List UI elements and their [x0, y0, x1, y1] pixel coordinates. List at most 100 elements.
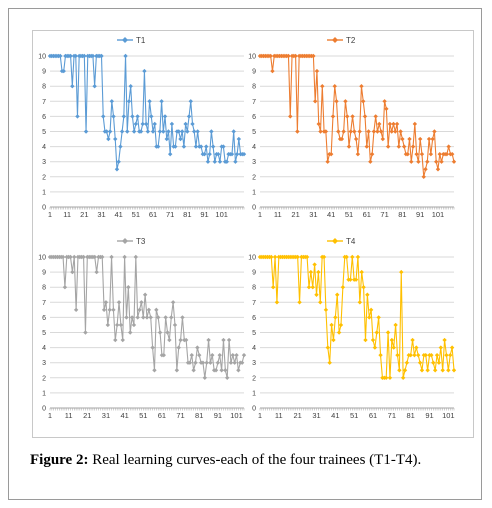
data-point-t4 [400, 375, 406, 380]
data-point-t2 [412, 121, 418, 127]
data-point-t1 [83, 129, 89, 134]
x-tick-label-t4: 71 [388, 411, 396, 420]
data-point-t3 [155, 315, 161, 320]
data-point-t1 [99, 53, 104, 59]
data-point-t4 [442, 337, 447, 343]
x-tick-label-t3: 11 [65, 411, 73, 420]
data-point-t4 [414, 345, 419, 350]
data-point-t2 [430, 136, 435, 142]
y-tick-label-t4: 9 [252, 270, 256, 277]
data-point-t3 [103, 300, 109, 305]
data-point-t3 [148, 315, 153, 320]
y-tick-label-t2: 4 [252, 144, 256, 151]
data-point-t4 [402, 368, 408, 373]
y-tick-label-t2: 7 [252, 99, 256, 106]
data-point-t2 [405, 151, 410, 157]
data-point-t2 [417, 136, 423, 142]
data-point-t3 [217, 352, 222, 358]
data-point-t3 [215, 360, 221, 365]
data-point-t4 [367, 315, 372, 320]
y-tick-label-t1: 6 [42, 114, 46, 121]
data-point-t4 [331, 337, 336, 343]
data-point-t2 [268, 53, 273, 59]
data-point-t2 [425, 159, 430, 164]
data-point-t4 [408, 352, 413, 358]
data-point-t3 [60, 254, 66, 260]
data-point-t1 [166, 129, 171, 134]
legend-marker-t2 [332, 37, 338, 43]
data-point-t2 [382, 99, 387, 104]
y-tick-label-t2: 1 [252, 189, 256, 196]
data-point-t2 [396, 144, 402, 149]
data-point-t3 [116, 300, 122, 305]
data-point-t1 [159, 99, 164, 104]
data-point-t4 [436, 360, 442, 365]
data-point-t1 [140, 121, 145, 127]
data-point-t3 [135, 315, 140, 320]
x-tick-label-t1: 21 [80, 210, 88, 219]
data-point-t4 [312, 262, 317, 267]
data-point-t4 [355, 254, 361, 260]
legend-label-t2: T2 [346, 36, 356, 45]
x-tick-label-t4: 101 [442, 411, 455, 420]
data-point-t2 [314, 68, 320, 74]
data-point-t2 [293, 53, 298, 59]
series-markers-t1 [47, 53, 247, 172]
data-point-t3 [189, 352, 194, 358]
data-point-t1 [192, 129, 197, 134]
data-point-t3 [126, 285, 131, 290]
data-point-t2 [389, 129, 394, 134]
y-tick-label-t2: 0 [252, 205, 256, 212]
data-point-t3 [204, 360, 209, 365]
data-point-t2 [434, 159, 439, 164]
y-tick-label-t1: 7 [42, 99, 46, 106]
data-point-t1 [178, 136, 183, 142]
y-tick-label-t3: 9 [42, 270, 46, 277]
data-point-t4 [417, 360, 423, 365]
x-tick-label-t2: 61 [363, 210, 371, 219]
data-point-t1 [101, 114, 106, 119]
data-point-t2 [346, 144, 352, 149]
data-point-t3 [236, 368, 241, 373]
y-tick-label-t4: 0 [252, 406, 256, 413]
data-point-t4 [323, 307, 329, 313]
data-point-t1 [125, 129, 130, 134]
data-point-t4 [397, 368, 402, 373]
data-point-t1 [116, 159, 121, 164]
data-point-t3 [142, 292, 148, 297]
data-point-t1 [217, 159, 223, 164]
data-point-t3 [122, 254, 127, 260]
data-point-t2 [400, 136, 405, 142]
x-tick-label-t4: 61 [369, 411, 377, 420]
y-tick-label-t2: 8 [252, 84, 256, 91]
data-point-t4 [423, 352, 428, 358]
data-point-t4 [372, 345, 378, 350]
data-point-t4 [429, 352, 434, 358]
data-point-t4 [316, 269, 321, 275]
data-point-t3 [137, 307, 142, 313]
data-point-t1 [195, 129, 200, 134]
y-tick-label-t4: 5 [252, 330, 256, 337]
data-point-t3 [83, 330, 88, 335]
data-point-t3 [191, 368, 196, 373]
data-point-t3 [62, 285, 68, 290]
data-point-t4 [368, 307, 374, 313]
data-point-t2 [428, 151, 434, 157]
data-point-t4 [335, 292, 340, 297]
data-point-t4 [385, 330, 391, 335]
chart-panel-t1: 0 1 2 3 4 5 6 7 8 9 10 1 11 21 31 41 51 61 71 81 91 101 T1 [32, 32, 252, 235]
data-point-t2 [416, 159, 421, 164]
data-point-t4 [416, 352, 421, 358]
data-point-t4 [361, 285, 366, 290]
data-point-t1 [142, 68, 147, 74]
y-tick-label-t1: 4 [42, 144, 46, 151]
data-point-t1 [143, 121, 149, 127]
data-point-t4 [404, 360, 410, 365]
data-point-t4 [350, 254, 355, 260]
legend-marker-t1 [122, 37, 128, 43]
data-point-t1 [75, 114, 80, 119]
data-point-t4 [374, 330, 379, 335]
data-point-t1 [193, 144, 199, 149]
